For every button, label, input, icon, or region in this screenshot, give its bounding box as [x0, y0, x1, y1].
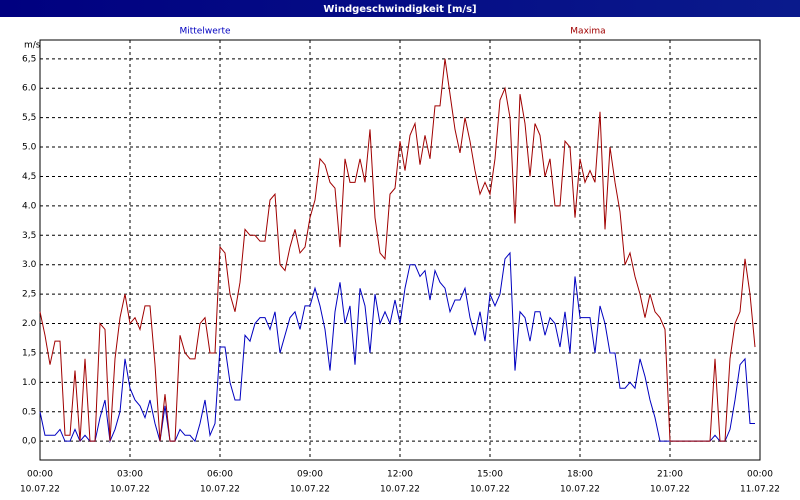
x-tick-label: 03:00: [117, 470, 143, 480]
y-tick-label: 0.5: [22, 407, 36, 417]
x-tick-date: 10.07.22: [290, 485, 330, 495]
y-tick-label: 1.0: [22, 378, 37, 388]
x-tick-date: 10.07.22: [650, 485, 690, 495]
y-tick-label: 4.0: [22, 201, 37, 211]
x-tick-label: 18:00: [567, 470, 593, 480]
y-tick-label: 6.0: [22, 84, 37, 94]
series-line: [39, 58, 756, 442]
legend-label: Maxima: [570, 27, 605, 37]
title-bar: [0, 0, 800, 17]
y-tick-label: 5.0: [22, 143, 37, 153]
y-tick-label: 6,5: [22, 54, 36, 64]
series-line: [39, 251, 755, 444]
x-tick-label: 00:00: [747, 470, 773, 480]
x-tick-label: 06:00: [207, 470, 233, 480]
x-tick-label: 00:00: [27, 470, 53, 480]
y-unit: m/s: [24, 41, 41, 51]
x-tick-date: 10.07.22: [200, 485, 240, 495]
y-tick-label: 3.0: [22, 260, 37, 270]
x-tick-date: 10.07.22: [110, 485, 150, 495]
legend-label: Mittelwerte: [179, 27, 230, 37]
y-tick-label: 1,5: [22, 348, 36, 358]
x-tick-date: 10.07.22: [470, 485, 510, 495]
y-tick-label: 3,5: [22, 231, 36, 241]
y-tick-label: 2.0: [22, 319, 37, 329]
x-tick-date: 10.07.22: [560, 485, 600, 495]
x-tick-label: 09:00: [297, 470, 323, 480]
x-tick-label: 21:00: [657, 470, 683, 480]
x-tick-label: 12:00: [387, 470, 413, 480]
chart-title: Windgeschwindigkeit [m/s]: [323, 4, 476, 15]
x-tick-date: 11.07.22: [740, 485, 780, 495]
y-tick-label: 2,5: [22, 290, 36, 300]
y-tick-label: 4,5: [22, 172, 36, 182]
y-tick-label: 0,0: [22, 437, 37, 447]
x-tick-label: 15:00: [477, 470, 503, 480]
x-tick-date: 10.07.22: [380, 485, 420, 495]
y-tick-label: 5,5: [22, 113, 36, 123]
x-tick-date: 10.07.22: [20, 485, 60, 495]
